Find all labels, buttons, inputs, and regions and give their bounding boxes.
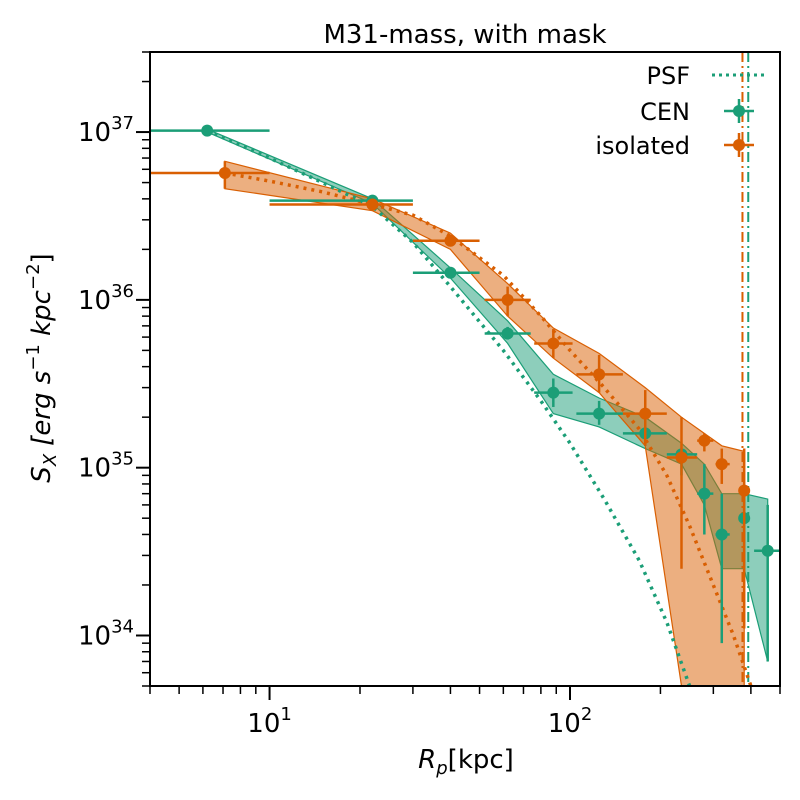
cen-point-4 [547, 386, 560, 399]
legend: PSF CEN isolated [595, 62, 766, 160]
x-tick-label-base: 10 [548, 709, 581, 739]
isolated-point-2 [444, 234, 457, 247]
band-cen [206, 128, 769, 662]
plot-area [149, 51, 781, 687]
isolated-point-0 [218, 167, 231, 180]
y-tick-label-exp: 34 [111, 616, 134, 637]
cen-point-9 [715, 528, 728, 541]
y-axis-label-exp-1: −1 [23, 344, 44, 371]
y-tick-label-37: 1037 [78, 113, 134, 148]
y-tick-label-35: 1035 [78, 449, 134, 484]
isolated-point-7 [675, 451, 688, 464]
cen-point-8 [698, 487, 711, 500]
legend-label-psf: PSF [646, 62, 690, 90]
y-axis-label-symbol: S [27, 466, 57, 483]
legend-label-cen: CEN [640, 98, 690, 126]
y-tick-label-exp: 36 [111, 281, 134, 302]
cen-point-5 [593, 407, 606, 420]
x-axis-label-unit: [kpc] [448, 745, 514, 775]
psf-curve-cen [206, 128, 692, 686]
y-axis-label: SX [erg s−1 kpc−2] [23, 253, 61, 482]
isolated-point-10 [738, 484, 751, 497]
legend-symbol-isolated [733, 139, 745, 151]
legend-symbol-cen [733, 105, 745, 117]
y-tick-label-base: 10 [78, 454, 111, 484]
cen-point-2 [444, 266, 457, 279]
y-tick-label-base: 10 [78, 621, 111, 651]
x-tick-label-exp: 1 [280, 704, 291, 725]
x-axis-label: Rp[kpc] [418, 745, 514, 779]
isolated-point-3 [501, 293, 514, 306]
legend-label-isolated: isolated [595, 132, 690, 160]
y-tick-label-exp: 35 [111, 449, 134, 470]
y-tick-label-base: 10 [78, 118, 111, 148]
x-tick-label-exp: 2 [581, 704, 592, 725]
plot-frame [149, 51, 781, 687]
y-axis-label-subscript: X [40, 453, 61, 467]
x-tick-label-base: 10 [247, 709, 280, 739]
isolated-point-4 [547, 337, 560, 350]
y-axis-label-close: ] [27, 253, 57, 263]
y-tick-label-exp: 37 [111, 113, 134, 134]
y-axis-label-exp-2: −2 [23, 263, 44, 290]
y-axis-label-unit-1: [erg s [27, 371, 57, 446]
cen-point-3 [501, 327, 514, 340]
plot-content [150, 52, 780, 686]
isolated-point-1 [366, 198, 379, 211]
x-axis-label-subscript: p [435, 758, 447, 779]
y-axis-label-unit-2: kpc [27, 290, 57, 344]
x-tick-label-10: 101 [247, 704, 292, 739]
band-isolated [224, 160, 745, 686]
y-tick-label-34: 1034 [78, 616, 134, 651]
x-axis: 101 102 [149, 686, 781, 739]
chart-title: M31-mass, with mask [323, 20, 606, 50]
y-tick-label-36: 1036 [78, 281, 134, 316]
x-tick-label-100: 102 [548, 704, 593, 739]
cen-point-0 [201, 124, 214, 137]
isolated-point-5 [593, 368, 606, 381]
isolated-point-9 [715, 458, 728, 471]
isolated-point-8 [698, 434, 711, 447]
y-tick-label-base: 10 [78, 286, 111, 316]
cen-point-11 [761, 544, 774, 557]
psf-curve-isolated [224, 171, 753, 686]
x-axis-label-symbol: R [418, 745, 436, 775]
isolated-point-6 [639, 407, 652, 420]
